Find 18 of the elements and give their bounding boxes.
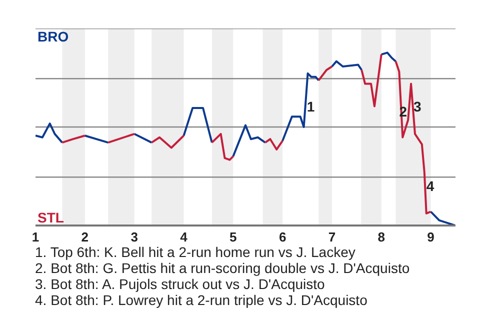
x-tick-label: 7 xyxy=(328,230,336,244)
x-tick-label: 2 xyxy=(81,230,89,244)
x-tick-label: 6 xyxy=(278,230,286,244)
annotation: 4 xyxy=(426,178,434,194)
text: 1. Top 6th: K. Bell hit a 2-run home run vs J. Lackey xyxy=(35,244,356,260)
text: BRO xyxy=(38,28,69,44)
annotation: 1 xyxy=(306,98,315,114)
annotation: 3 xyxy=(414,98,422,114)
text: STL xyxy=(38,210,64,226)
x-tick-label: 4 xyxy=(180,230,188,244)
x-tick-label: 3 xyxy=(130,230,138,244)
x-tick-label: 9 xyxy=(427,230,434,244)
x-tick-label: 5 xyxy=(230,230,237,244)
text: 2. Bot 8th: G. Pettis hit a run-scoring double vs J. D'Acquisto xyxy=(35,260,410,276)
x-tick-label: 1 xyxy=(32,230,40,244)
text: 3. Bot 8th: A. Pujols struck out vs J. D'Acquisto xyxy=(35,276,325,292)
x-tick-label: 8 xyxy=(378,230,385,244)
text: 4. Bot 8th: P. Lowrey hit a 2-run triple vs J. D'Acquisto xyxy=(35,292,368,308)
